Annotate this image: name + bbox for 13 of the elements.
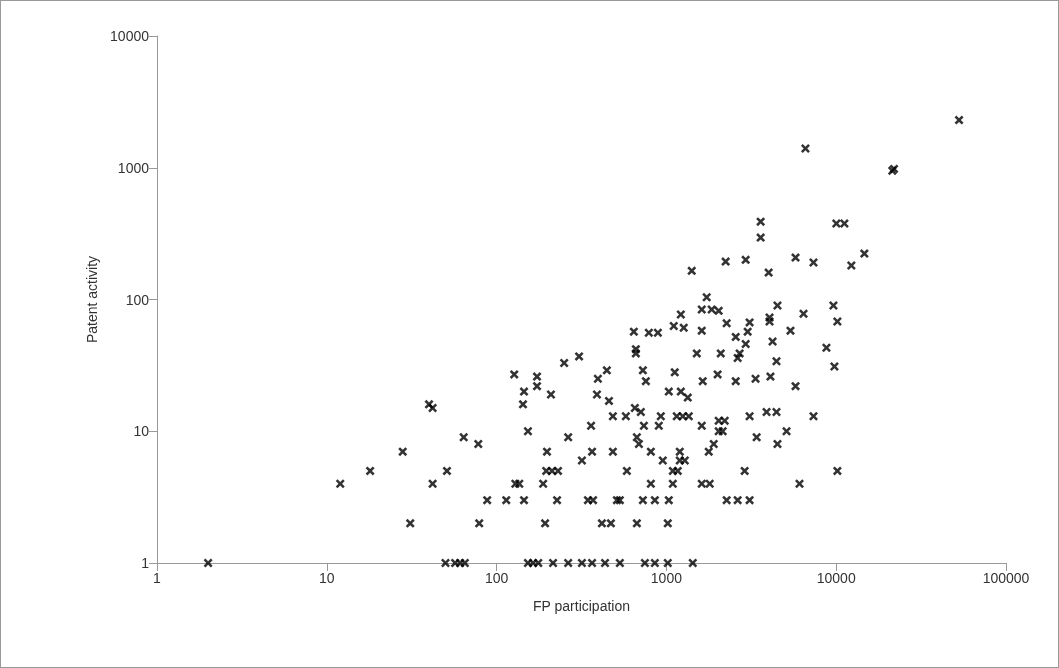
x-tick-label: 10000 (816, 570, 856, 586)
y-tick-label: 1 (141, 555, 150, 571)
x-tick-label: 10 (319, 570, 335, 586)
y-tick-label: 10000 (110, 28, 150, 44)
y-tick-label: 10 (133, 423, 150, 440)
y-tick-label: 100 (125, 291, 150, 308)
x-tick-label: 1 (153, 570, 162, 586)
x-tick-label: 100000 (982, 570, 1030, 586)
x-axis-title: FP participation (532, 598, 631, 614)
y-tick-label: 1000 (117, 159, 150, 176)
x-tick-label: 1000 (650, 570, 683, 586)
y-axis-title: Patent activity (84, 255, 101, 344)
x-tick-label: 100 (484, 570, 509, 586)
